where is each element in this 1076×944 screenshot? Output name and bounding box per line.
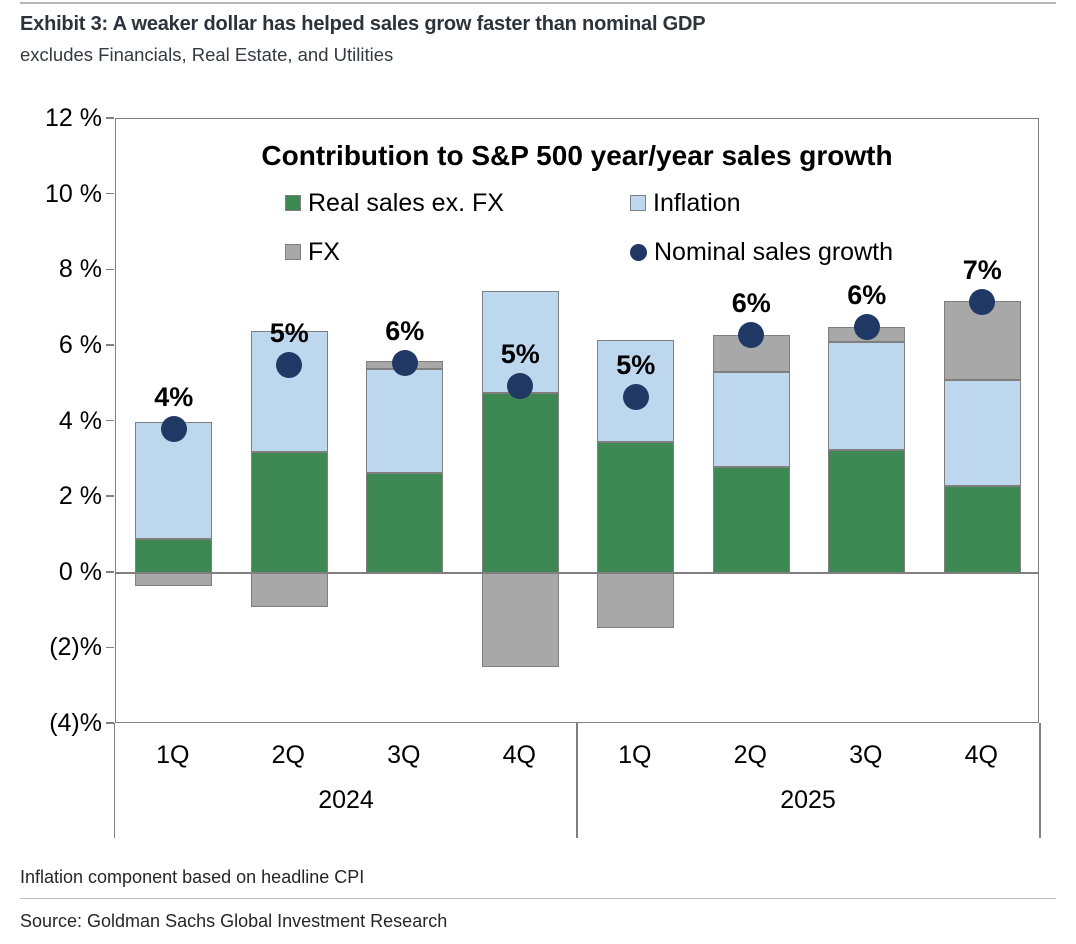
bar-segment-real-sales-ex-fx <box>481 393 559 573</box>
bar-segment-inflation <box>712 372 790 467</box>
x-year-label: 2024 <box>318 786 374 814</box>
bar-value-label: 4% <box>154 382 194 413</box>
x-axis-divider <box>1039 723 1041 838</box>
zero-gridline <box>116 572 1038 574</box>
x-axis-divider <box>113 723 115 838</box>
bar-value-label: 6% <box>847 279 887 310</box>
legend-label: Real sales ex. FX <box>308 189 504 217</box>
legend-item-nominal-sales-growth: Nominal sales growth <box>630 238 893 266</box>
bar-value-label: 6% <box>385 315 425 346</box>
x-tick-label: 3Q <box>849 741 883 769</box>
x-year-label: 2025 <box>780 786 836 814</box>
nominal-sales-dot <box>738 321 765 348</box>
exhibit-title: Exhibit 3: A weaker dollar has helped sa… <box>20 13 706 35</box>
nominal-sales-dot <box>276 351 303 378</box>
legend-item-fx: FX <box>285 238 340 266</box>
y-tick-mark <box>106 571 114 573</box>
y-tick-mark <box>106 344 114 346</box>
y-tick-label: (4)% <box>49 709 102 737</box>
bar-segment-real-sales-ex-fx <box>712 466 790 573</box>
bar-segment-fx <box>135 572 213 586</box>
bar-segment-inflation <box>366 368 444 473</box>
bar-segment-inflation <box>828 342 906 450</box>
y-tick-mark <box>106 495 114 497</box>
top-rule <box>20 2 1056 4</box>
bar-segment-real-sales-ex-fx <box>135 538 213 573</box>
y-tick-label: (2)% <box>49 633 102 662</box>
y-tick-label: 6 % <box>58 330 102 359</box>
bar-segment-real-sales-ex-fx <box>366 472 444 573</box>
bar-segment-real-sales-ex-fx <box>250 451 328 573</box>
bar-segment-inflation <box>250 330 328 452</box>
y-tick-label: 12 % <box>45 104 102 132</box>
legend-label: Nominal sales growth <box>654 238 893 266</box>
plot-area: 4% 5% 6% 5% 5% 6% 6% 7% <box>115 118 1039 723</box>
bar-segment-fx <box>481 572 559 668</box>
bar-segment-fx <box>943 300 1021 380</box>
y-tick-mark <box>106 646 114 649</box>
legend-label: Inflation <box>653 189 741 217</box>
nominal-sales-dot <box>853 313 880 340</box>
bar-value-label: 5% <box>616 349 656 380</box>
bar-value-label: 6% <box>731 287 771 318</box>
bar-segment-real-sales-ex-fx <box>828 449 906 573</box>
x-tick-label: 1Q <box>618 741 652 769</box>
nominal-sales-dot <box>391 349 418 376</box>
x-tick-label: 1Q <box>156 741 190 769</box>
exhibit-subtitle: excludes Financials, Real Estate, and Ut… <box>20 44 394 65</box>
y-tick-mark <box>106 722 114 724</box>
legend-item-real-sales-ex-fx: Real sales ex. FX <box>285 189 504 217</box>
legend-label: FX <box>308 238 340 266</box>
y-tick-label: 10 % <box>45 179 102 208</box>
legend-square-icon <box>630 195 646 211</box>
x-tick-label: 3Q <box>387 741 421 769</box>
legend-item-inflation: Inflation <box>630 189 741 217</box>
bar-segment-real-sales-ex-fx <box>943 485 1021 573</box>
bar-segment-real-sales-ex-fx <box>597 442 675 573</box>
bar-value-label: 5% <box>269 317 309 348</box>
legend-square-icon <box>285 195 301 211</box>
y-tick-label: 4 % <box>58 406 102 435</box>
x-tick-label: 2Q <box>733 741 767 769</box>
nominal-sales-dot <box>507 372 534 399</box>
chart-title: Contribution to S&P 500 year/year sales … <box>261 140 893 171</box>
legend-circle-icon <box>630 243 647 261</box>
y-tick-label: 2 % <box>58 482 102 511</box>
legend-square-icon <box>285 244 301 260</box>
x-axis-divider <box>576 723 578 838</box>
y-tick-label: 8 % <box>58 255 102 284</box>
y-tick-label: 0 % <box>58 557 102 586</box>
y-tick-mark <box>106 117 114 119</box>
y-tick-mark <box>106 268 114 270</box>
y-tick-mark <box>106 192 114 195</box>
y-tick-mark <box>106 419 114 422</box>
bar-segment-fx <box>250 572 328 607</box>
nominal-sales-dot <box>160 416 187 443</box>
footnote-divider <box>20 898 1056 899</box>
source-line: Source: Goldman Sachs Global Investment … <box>20 911 448 931</box>
nominal-sales-dot <box>969 289 996 316</box>
nominal-sales-dot <box>622 383 649 410</box>
bar-segment-inflation <box>943 379 1021 486</box>
bar-segment-fx <box>597 572 675 628</box>
footnote: Inflation component based on headline CP… <box>20 867 365 887</box>
x-tick-label: 2Q <box>271 741 305 769</box>
x-tick-label: 4Q <box>964 741 998 769</box>
bar-value-label: 7% <box>962 255 1002 286</box>
x-tick-label: 4Q <box>502 741 536 769</box>
bar-value-label: 5% <box>500 338 540 369</box>
